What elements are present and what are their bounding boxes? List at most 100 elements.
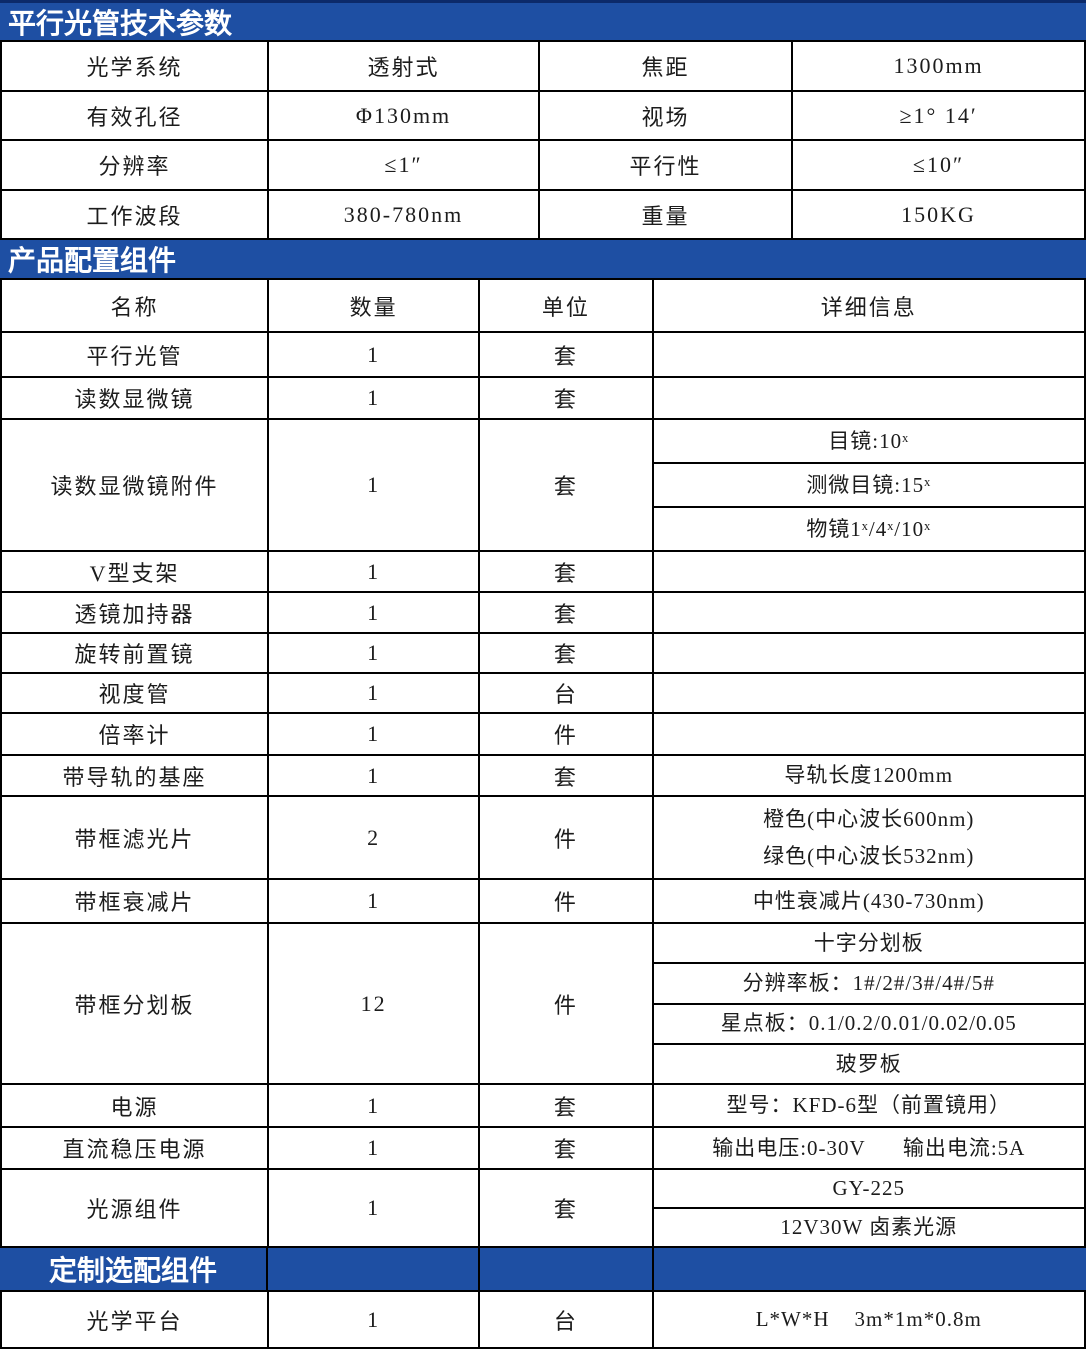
spec-value: ≤10″ bbox=[912, 152, 965, 177]
component-qty-cell: 1 bbox=[269, 634, 481, 672]
component-qty-cell: 12 bbox=[269, 924, 481, 1083]
component-detail-column: 导轨长度1200mm bbox=[654, 756, 1084, 795]
column-header-details: 详细信息 bbox=[820, 294, 917, 320]
section-header-components: 产品配置组件 bbox=[0, 240, 1086, 280]
column-header-qty: 数量 bbox=[269, 280, 481, 331]
section-header-optional: 定制选配组件 bbox=[0, 1248, 1086, 1292]
detail-line: 测微目镜:15ˣ bbox=[806, 472, 932, 497]
section-title-components: 产品配置组件 bbox=[8, 245, 177, 276]
detail-line: GY-225 bbox=[832, 1176, 906, 1201]
component-name-cell: 视度管 bbox=[2, 674, 270, 712]
component-row: 读数显微镜附件 1 套 目镜:10ˣ 测微目镜:15ˣ 物镜1ˣ/4ˣ/10ˣ bbox=[2, 420, 1084, 552]
spec-label: 分辨率 bbox=[2, 141, 270, 189]
spec-label: 光学系统 bbox=[2, 42, 270, 90]
detail-line: 目镜:10ˣ bbox=[828, 428, 910, 453]
spec-row: 分辨率 ≤1″ 平行性 ≤10″ bbox=[2, 141, 1084, 191]
component-qty-cell: 1 bbox=[269, 1085, 481, 1126]
spec-value: 150KG bbox=[901, 201, 976, 227]
component-qty-cell: 1 bbox=[269, 1292, 481, 1347]
component-unit-cell: 件 bbox=[480, 797, 654, 878]
component-detail-column bbox=[654, 593, 1084, 632]
component-detail-column: L*W*H 3m*1m*0.8m bbox=[654, 1292, 1084, 1347]
component-unit-cell: 件 bbox=[480, 714, 654, 754]
component-row: 透镜加持器 1 套 bbox=[2, 593, 1084, 634]
component-detail-column: 十字分划板 分辨率板：1#/2#/3#/4#/5# 星点板：0.1/0.2/0.01… bbox=[653, 924, 1084, 1083]
detail-line: L*W*H 3m*1m*0.8m bbox=[755, 1307, 982, 1332]
components-header-row: 名称 数量 单位 详细信息 bbox=[2, 280, 1084, 333]
component-detail-cell bbox=[654, 674, 1084, 712]
component-detail-column: 输出电压:0-30V 输出电流:5A bbox=[654, 1128, 1084, 1168]
component-qty-cell: 1 bbox=[269, 1128, 481, 1168]
component-unit-cell: 套 bbox=[480, 1085, 654, 1126]
spec-label: 有效孔径 bbox=[2, 92, 270, 139]
component-detail-column: 型号：KFD-6型（前置镜用） bbox=[654, 1085, 1084, 1126]
component-detail-column bbox=[654, 552, 1084, 591]
component-name-cell: 透镜加持器 bbox=[2, 593, 270, 632]
optional-bar-spacer bbox=[654, 1248, 1086, 1290]
column-header-name: 名称 bbox=[2, 280, 270, 331]
component-qty-cell: 1 bbox=[269, 333, 481, 376]
component-qty-cell: 1 bbox=[269, 1170, 481, 1246]
detail-line: 玻罗板 bbox=[835, 1051, 902, 1076]
detail-line: 型号：KFD-6型（前置镜用） bbox=[726, 1093, 1012, 1118]
component-name-cell: 读数显微镜附件 bbox=[2, 420, 270, 550]
detail-line: 导轨长度1200mm bbox=[784, 763, 954, 788]
component-unit-cell: 套 bbox=[480, 756, 654, 795]
component-name-cell: 倍率计 bbox=[2, 714, 270, 754]
spec-value: Φ130mm bbox=[269, 92, 541, 139]
specs-table: 光学系统 透射式 焦距 1300mm 有效孔径 Φ130mm 视场 ≥1° 14′ 分辨率 ≤1″… bbox=[0, 42, 1086, 240]
component-detail-column: GY-225 12V30W 卤素光源 bbox=[653, 1170, 1084, 1246]
component-detail-column: 目镜:10ˣ 测微目镜:15ˣ 物镜1ˣ/4ˣ/10ˣ bbox=[653, 420, 1084, 550]
component-detail-cell: 十字分划板 bbox=[653, 924, 1084, 965]
spec-label: 平行性 bbox=[540, 141, 794, 189]
section-title-optional: 定制选配组件 bbox=[0, 1248, 269, 1290]
component-detail-column bbox=[654, 378, 1084, 418]
component-unit-cell: 套 bbox=[480, 1128, 654, 1168]
component-unit-cell: 套 bbox=[480, 420, 654, 550]
optional-table: 光学平台 1 台 L*W*H 3m*1m*0.8m bbox=[0, 1292, 1086, 1349]
component-name-cell: 读数显微镜 bbox=[2, 378, 270, 418]
component-name-cell: 带导轨的基座 bbox=[2, 756, 270, 795]
component-name-cell: 旋转前置镜 bbox=[2, 634, 270, 672]
component-detail-column: 中性衰减片(430-730nm) bbox=[654, 880, 1084, 922]
component-detail-cell: 型号：KFD-6型（前置镜用） bbox=[654, 1085, 1084, 1126]
component-qty-cell: 1 bbox=[269, 420, 481, 550]
spec-value: ≤1″ bbox=[269, 141, 541, 189]
component-detail-cell: 中性衰减片(430-730nm) bbox=[654, 880, 1084, 922]
component-name-cell: 带框滤光片 bbox=[2, 797, 270, 878]
component-row: 读数显微镜 1 套 bbox=[2, 378, 1084, 420]
component-detail-cell bbox=[654, 378, 1084, 418]
component-unit-cell: 件 bbox=[480, 924, 654, 1083]
component-row: V型支架 1 套 bbox=[2, 552, 1084, 593]
component-detail-cell bbox=[654, 593, 1084, 632]
components-table: 名称 数量 单位 详细信息 平行光管 1 套读数显微镜 1 套读数显微镜附件 1 套目镜:1… bbox=[0, 280, 1086, 1248]
component-unit-cell: 套 bbox=[480, 333, 654, 376]
spec-value: 380-780nm bbox=[269, 191, 541, 238]
component-row: 带框滤光片 2 件 橙色(中心波长600nm) 绿色(中心波长532nm) bbox=[2, 797, 1084, 880]
detail-line: 物镜1ˣ/4ˣ/10ˣ bbox=[806, 516, 932, 541]
section-title-specs: 平行光管技术参数 bbox=[8, 7, 233, 39]
spec-value: 1300mm bbox=[893, 53, 984, 78]
component-unit-cell: 件 bbox=[480, 880, 654, 922]
spec-row: 工作波段 380-780nm 重量 150KG bbox=[2, 191, 1084, 240]
component-name-cell: 带框分划板 bbox=[2, 924, 270, 1083]
component-qty-cell: 1 bbox=[269, 674, 481, 712]
detail-line: 橙色(中心波长600nm) bbox=[763, 806, 975, 831]
component-detail-column bbox=[654, 634, 1084, 672]
component-unit-cell: 套 bbox=[480, 1170, 654, 1246]
component-row: 光源组件 1 套 GY-225 12V30W 卤素光源 bbox=[2, 1170, 1084, 1248]
component-detail-cell: 橙色(中心波长600nm) 绿色(中心波长532nm) bbox=[654, 797, 1084, 878]
component-unit-cell: 台 bbox=[480, 1292, 654, 1347]
component-name-cell: 带框衰减片 bbox=[2, 880, 270, 922]
component-unit-cell: 套 bbox=[480, 378, 654, 418]
component-qty-cell: 1 bbox=[269, 378, 481, 418]
component-detail-cell: 目镜:10ˣ bbox=[653, 420, 1084, 464]
spec-label: 焦距 bbox=[540, 42, 794, 90]
component-detail-cell: L*W*H 3m*1m*0.8m bbox=[654, 1292, 1084, 1347]
column-header-unit: 单位 bbox=[480, 280, 654, 331]
spec-value: ≥1° 14′ bbox=[899, 102, 978, 128]
spec-label: 重量 bbox=[540, 191, 794, 238]
component-detail-cell: 测微目镜:15ˣ bbox=[653, 464, 1084, 508]
optional-bar-spacer bbox=[480, 1248, 654, 1290]
component-qty-cell: 1 bbox=[269, 880, 481, 922]
